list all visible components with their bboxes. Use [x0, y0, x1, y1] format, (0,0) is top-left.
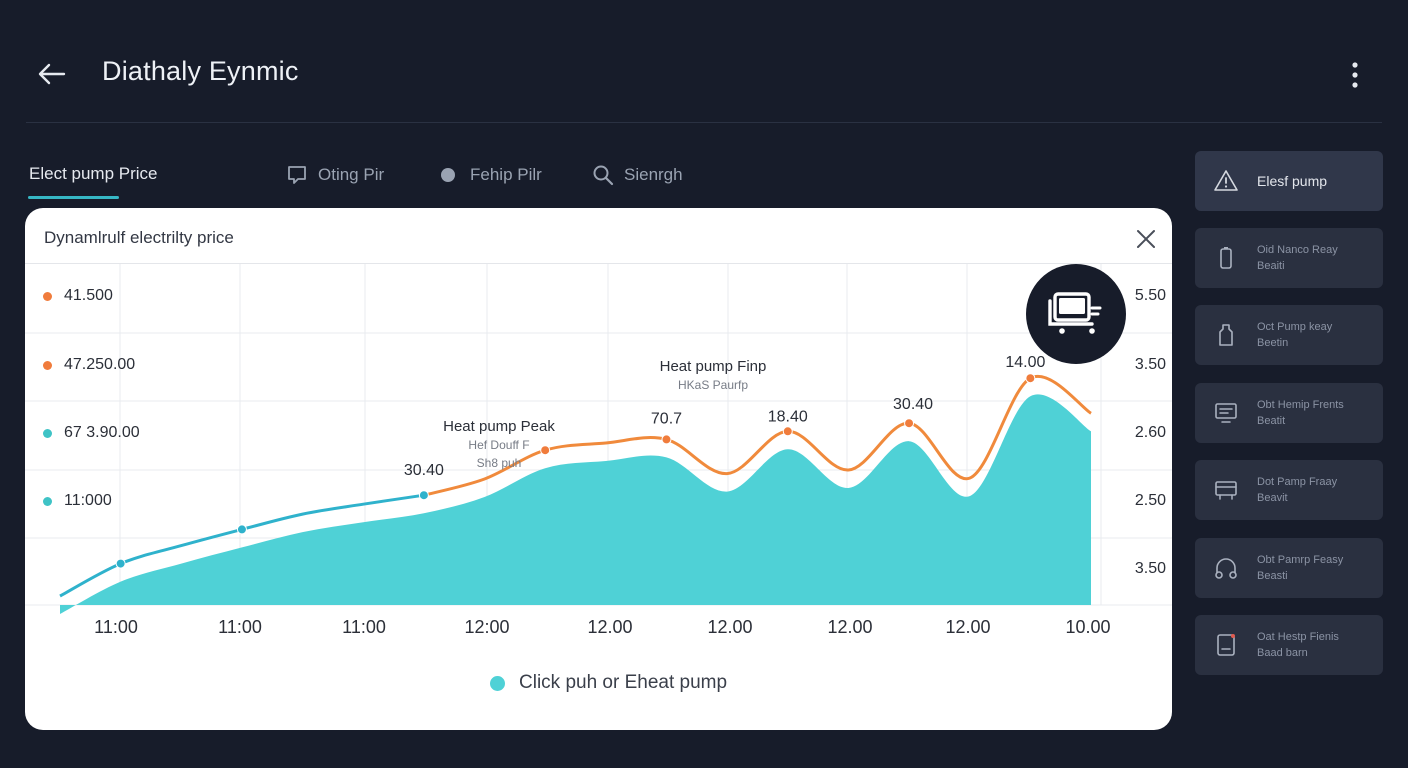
card-divider	[25, 263, 1172, 264]
card-title: Dynamlrulf electrilty price	[44, 228, 234, 247]
left-label-text: 41.500	[64, 287, 113, 304]
x-axis-label: 12:00	[464, 617, 509, 637]
legend-dot	[43, 428, 52, 438]
bottle-icon	[1219, 324, 1233, 346]
search-icon	[593, 165, 614, 186]
x-axis-label: 12.00	[587, 617, 632, 637]
data-point	[418, 490, 429, 501]
right-axis-label: 2.50	[1134, 492, 1166, 509]
x-axis-label: 12.00	[827, 617, 872, 637]
right-axis-label: 3.50	[1134, 356, 1166, 373]
battery-icon	[1220, 247, 1232, 269]
left-label-2: 47.250.00	[43, 356, 135, 374]
sidebar-item-oct-pump[interactable]: Oct Pump keay Beetin	[1195, 305, 1383, 365]
more-vertical-icon[interactable]	[1340, 58, 1370, 92]
tab-label: Sienrgh	[624, 165, 683, 184]
sidebar-item-sublabel: Beavit	[1257, 492, 1288, 504]
right-axis-label: 5.50	[1134, 287, 1166, 304]
footer-legend-label: Click puh or Eheat pump	[519, 672, 728, 693]
sidebar-item-sublabel: Beatit	[1257, 415, 1286, 427]
chat-bubble-icon	[288, 166, 306, 184]
data-point	[115, 558, 126, 569]
annotation-label: Heat pump Peak	[443, 418, 555, 435]
x-axis-label: 12.00	[945, 617, 990, 637]
dot-icon	[441, 168, 455, 182]
sidebar-item-obt-pamrp[interactable]: Obt Pamrp Feasy Beasti	[1195, 538, 1383, 598]
tab-label: Oting Pir	[318, 165, 385, 184]
area-series	[60, 394, 1091, 614]
sidebar-item-label: Oid Nanco Reay	[1257, 244, 1338, 256]
tab-oting-pir[interactable]: Oting Pir	[286, 164, 384, 186]
annotation-label: 30.40	[404, 462, 444, 479]
sidebar-item-label: Obt Hemip Frents	[1257, 399, 1344, 411]
data-point	[782, 426, 793, 437]
page-title: Diathaly Eynmic	[102, 56, 299, 86]
annotation-sublabel: Sh8 puh	[477, 456, 522, 470]
left-label-text: 11:000	[64, 492, 112, 509]
right-axis-label: 2.60	[1134, 424, 1166, 441]
heat-pump-badge[interactable]	[1026, 264, 1126, 364]
left-label-text: 47.250.00	[64, 356, 136, 373]
annotation-label: 70.7	[651, 410, 682, 427]
left-label-4: 11:000	[43, 492, 112, 510]
tab-fehip-pilr[interactable]: Fehip Pilr	[438, 164, 542, 186]
tab-search[interactable]: Sienrgh	[592, 164, 683, 186]
header-divider	[26, 122, 1382, 123]
data-point	[540, 445, 551, 456]
annotation-sublabel: HKaS Paurfp	[678, 378, 748, 392]
annotation-label: 18.40	[768, 408, 808, 425]
annotation-label: 30.40	[893, 396, 933, 413]
active-tab-indicator	[28, 196, 119, 199]
monitor-icon	[1215, 403, 1237, 423]
x-axis-label: 11:00	[218, 617, 262, 637]
legend-dot	[43, 291, 52, 301]
sidebar-item-label: Dot Pamp Fraay	[1257, 476, 1338, 488]
legend-dot	[490, 675, 505, 691]
right-axis-label: 3.50	[1134, 560, 1166, 577]
data-point	[904, 418, 915, 429]
sidebar-item-sublabel: Beetin	[1257, 337, 1289, 349]
oven-icon	[1215, 481, 1237, 500]
annotation-label: Heat pump Finp	[660, 358, 767, 375]
sidebar-item-dot-pamp[interactable]: Dot Pamp Fraay Beavit	[1195, 460, 1383, 520]
sidebar-item-label: Oct Pump keay	[1257, 321, 1333, 333]
tab-label: Elect pump Price	[29, 164, 158, 183]
annotation-label: 14.00	[1005, 354, 1045, 371]
tab-label: Fehip Pilr	[470, 165, 542, 184]
x-axis-label: 11:00	[94, 617, 138, 637]
warning-icon	[1214, 170, 1238, 191]
sidebar-item-label: Obt Pamrp Feasy	[1257, 554, 1344, 566]
x-axis-label: 12.00	[707, 617, 752, 637]
sidebar-item-oid-nanco[interactable]: Oid Nanco Reay Beaiti	[1195, 228, 1383, 288]
data-point	[661, 434, 672, 445]
x-axis-label: 10.00	[1065, 617, 1110, 637]
heat-pump-unit-icon	[1048, 292, 1102, 334]
x-axis-label: 11:00	[342, 617, 386, 637]
left-label-1: 41.500	[43, 287, 113, 305]
back-arrow-icon[interactable]	[34, 56, 70, 92]
headphones-icon	[1215, 558, 1237, 579]
sidebar-item-elesf-pump[interactable]: Elesf pump	[1195, 151, 1383, 211]
annotation-sublabel: Hef Douff F	[468, 438, 529, 452]
tablet-icon	[1217, 634, 1235, 656]
sidebar-item-label: Oat Hestp Fienis	[1257, 631, 1339, 643]
sidebar-item-sublabel: Beasti	[1257, 570, 1288, 582]
footer-legend[interactable]: Click puh or Eheat pump	[490, 672, 727, 694]
price-chart: 30.40 Heat pump Peak Hef Douff F Sh8 puh 70.…	[25, 264, 1172, 637]
legend-dot	[43, 360, 52, 370]
sidebar-item-sublabel: Baad barn	[1257, 647, 1308, 659]
data-point	[1025, 373, 1036, 384]
tab-elect-pump-price[interactable]: Elect pump Price	[29, 164, 158, 184]
sidebar-item-sublabel: Beaiti	[1257, 260, 1285, 272]
data-point	[236, 524, 247, 535]
left-label-3: 67 3.90.00	[43, 424, 140, 442]
sidebar-item-label: Elesf pump	[1257, 173, 1328, 189]
close-icon[interactable]	[1132, 225, 1160, 253]
sidebar-item-obt-hemip[interactable]: Obt Hemip Frents Beatit	[1195, 383, 1383, 443]
left-label-text: 67 3.90.00	[64, 424, 140, 441]
sidebar-item-oat-hestp[interactable]: Oat Hestp Fienis Baad barn	[1195, 615, 1383, 675]
electricity-price-card: Dynamlrulf electrilty price 30.40 Heat pu…	[25, 208, 1172, 730]
legend-dot	[43, 496, 52, 506]
